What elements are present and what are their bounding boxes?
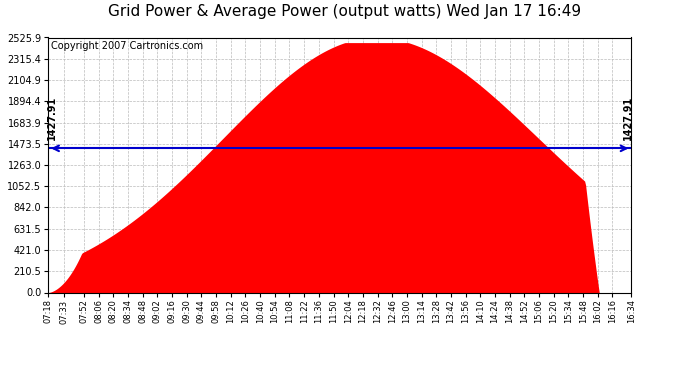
Text: 1427.91: 1427.91 xyxy=(623,96,633,140)
Text: Grid Power & Average Power (output watts) Wed Jan 17 16:49: Grid Power & Average Power (output watts… xyxy=(108,4,582,19)
Text: 1427.91: 1427.91 xyxy=(46,96,57,140)
Text: Copyright 2007 Cartronics.com: Copyright 2007 Cartronics.com xyxy=(51,41,204,51)
